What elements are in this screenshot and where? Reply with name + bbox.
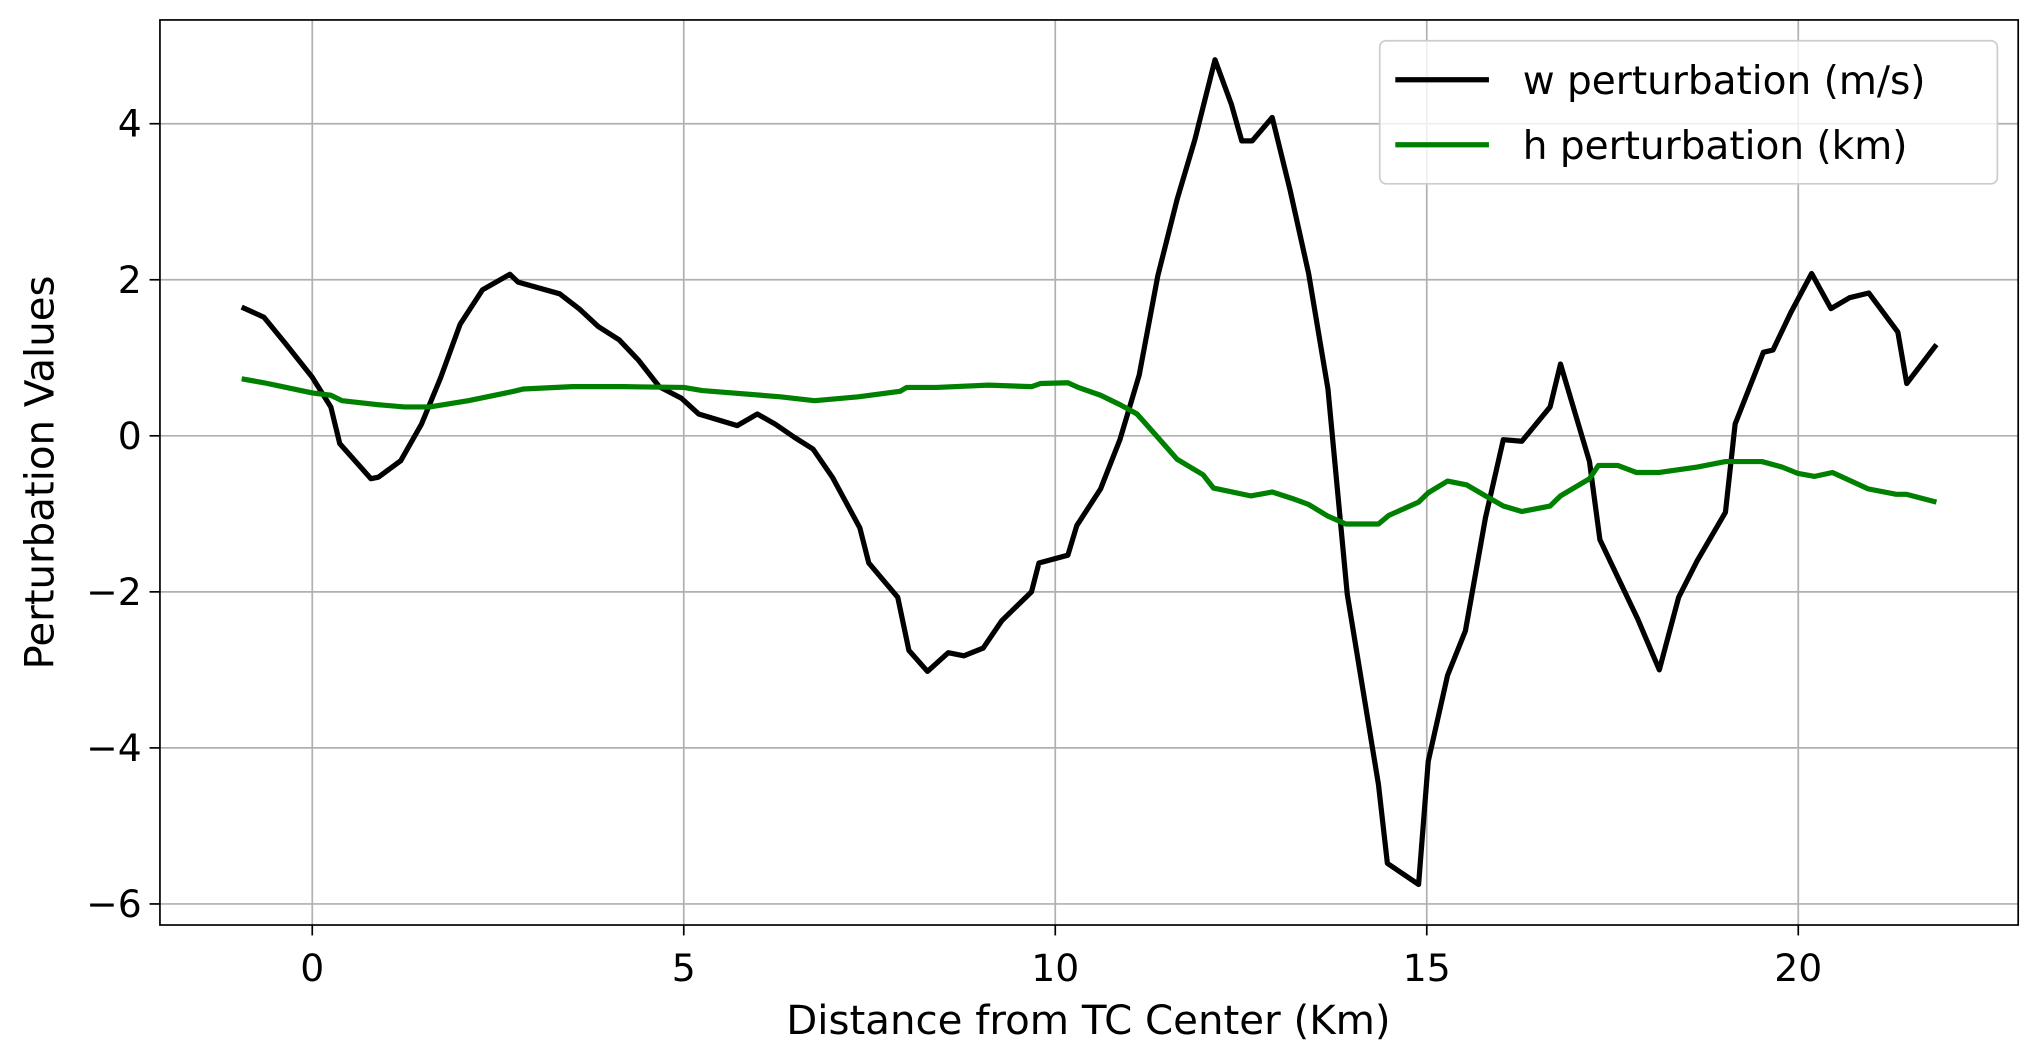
legend: w perturbation (m/s) h perturbation (km): [1378, 39, 1999, 185]
x-tick-label: 5: [672, 946, 696, 990]
x-tick-label: 20: [1774, 946, 1822, 990]
y-tick-label: −2: [86, 570, 142, 614]
legend-label: h perturbation (km): [1523, 124, 1908, 169]
y-tick-label: −4: [86, 726, 142, 770]
y-tick-label: 4: [118, 102, 142, 146]
x-axis-label: Distance from TC Center (Km): [786, 997, 1390, 1044]
line-series: [240, 57, 1939, 888]
y-tick-label: 0: [118, 414, 142, 458]
line-series: [241, 376, 1938, 527]
legend-box: [1378, 39, 1999, 185]
x-tick-label: 10: [1031, 946, 1079, 990]
legend-label: w perturbation (m/s): [1523, 59, 1926, 104]
y-tick-label: 2: [118, 258, 142, 302]
y-tick-label: −6: [86, 882, 142, 926]
x-tick-label: 0: [300, 946, 324, 990]
x-tick-label: 15: [1403, 946, 1451, 990]
y-axis-label: Perturbation Values: [16, 275, 63, 669]
plot-frame: [159, 19, 2020, 926]
